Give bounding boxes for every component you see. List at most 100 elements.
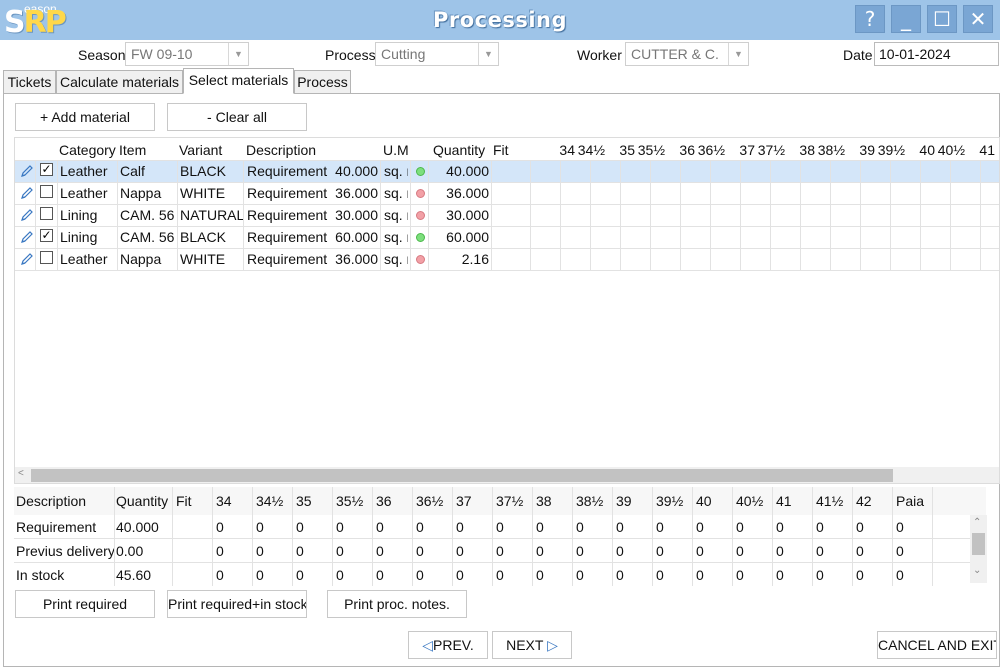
- scrollbar-thumb[interactable]: [972, 533, 985, 555]
- table-row[interactable]: ✓ Lining CAM. 56 BLACK Requirement 60.000 sq. …: [15, 226, 999, 248]
- close-button[interactable]: ✕: [963, 5, 993, 33]
- summary-col-header[interactable]: Fit: [176, 493, 192, 509]
- summary-col-header[interactable]: 36½: [416, 493, 444, 509]
- summary-col-header[interactable]: Quantity: [116, 493, 169, 509]
- table-row[interactable]: Leather Nappa WHITE Requirement 36.000 sq. m 2…: [15, 248, 999, 270]
- grid-line: [452, 487, 453, 586]
- help-button[interactable]: ?: [855, 5, 885, 33]
- tab-calculate-materials[interactable]: Calculate materials: [56, 70, 183, 94]
- col-header-size[interactable]: 36: [679, 142, 695, 158]
- col-header-size[interactable]: 38: [799, 142, 815, 158]
- print-required-button[interactable]: Print required: [15, 590, 155, 618]
- table-row[interactable]: Leather Nappa WHITE Requirement 36.000 sq. m 3…: [15, 182, 999, 204]
- summary-cell: 0: [376, 543, 384, 559]
- col-header-item[interactable]: Item: [119, 142, 147, 158]
- summary-col-header[interactable]: 40: [696, 493, 712, 509]
- cancel-exit-button[interactable]: CANCEL AND EXIT: [877, 631, 997, 659]
- date-label: Date: [843, 47, 873, 63]
- cell-quantity[interactable]: 36.000: [446, 185, 489, 201]
- col-header-size[interactable]: 35½: [637, 142, 665, 158]
- grid-line: [172, 487, 173, 586]
- col-header-size[interactable]: 41: [979, 142, 995, 158]
- row-checkbox[interactable]: ✓: [40, 228, 53, 242]
- col-header-size[interactable]: 38½: [817, 142, 845, 158]
- cell-quantity[interactable]: 2.16: [461, 251, 489, 267]
- summary-col-header[interactable]: 38½: [576, 493, 604, 509]
- grid-line: [15, 248, 999, 249]
- table-row[interactable]: ✓ Leather Calf BLACK Requirement 40.000 sq. m 4…: [15, 160, 999, 182]
- print-notes-button[interactable]: Print proc. notes.: [327, 590, 467, 618]
- col-header-category[interactable]: Category: [59, 142, 116, 158]
- cell-quantity[interactable]: 40.000: [446, 163, 489, 179]
- chevron-left-icon[interactable]: <: [18, 468, 24, 479]
- vertical-scrollbar[interactable]: ⌃ ⌄: [970, 515, 987, 583]
- horizontal-scrollbar[interactable]: <: [15, 467, 999, 483]
- col-header-um[interactable]: U.M: [383, 142, 409, 158]
- summary-col-header[interactable]: 36: [376, 493, 392, 509]
- summary-cell: [176, 516, 212, 538]
- summary-col-header[interactable]: 37½: [496, 493, 524, 509]
- tab-process[interactable]: Process: [294, 70, 351, 94]
- col-header-quantity[interactable]: Quantity: [433, 142, 486, 158]
- summary-cell: 0: [256, 543, 264, 559]
- summary-col-header[interactable]: 41: [776, 493, 792, 509]
- row-checkbox[interactable]: [40, 185, 53, 198]
- col-header-size[interactable]: 34½: [577, 142, 605, 158]
- tab-select-materials[interactable]: Select materials: [183, 68, 294, 94]
- summary-col-header[interactable]: 35½: [336, 493, 364, 509]
- date-field[interactable]: 10-01-2024: [874, 42, 999, 66]
- pencil-icon[interactable]: [19, 185, 35, 201]
- summary-col-header[interactable]: 37: [456, 493, 472, 509]
- row-checkbox[interactable]: ✓: [40, 162, 53, 176]
- pencil-icon[interactable]: [19, 163, 35, 179]
- add-material-button[interactable]: + Add material: [15, 103, 155, 131]
- next-button[interactable]: NEXT ▷: [492, 631, 572, 659]
- summary-col-header[interactable]: 39½: [656, 493, 684, 509]
- worker-select[interactable]: CUTTER & C. ▼: [625, 42, 749, 66]
- summary-col-header[interactable]: 42: [856, 493, 872, 509]
- summary-col-header[interactable]: 34: [216, 493, 232, 509]
- prev-button[interactable]: ◁PREV.: [408, 631, 488, 659]
- tab-tickets[interactable]: Tickets: [3, 70, 56, 94]
- pencil-icon[interactable]: [19, 229, 35, 245]
- minimize-button[interactable]: _: [891, 5, 921, 33]
- col-header-size[interactable]: 34: [559, 142, 575, 158]
- chevron-up-icon[interactable]: ⌃: [973, 517, 982, 528]
- col-header-size[interactable]: 37: [739, 142, 755, 158]
- table-row[interactable]: Lining CAM. 56 NATURAL Requirement 30.000 sq.…: [15, 204, 999, 226]
- col-header-size[interactable]: 39½: [877, 142, 905, 158]
- cell-quantity[interactable]: 30.000: [446, 207, 489, 223]
- summary-col-header[interactable]: 34½: [256, 493, 284, 509]
- col-header-size[interactable]: 39: [859, 142, 875, 158]
- col-header-description[interactable]: Description: [246, 142, 317, 158]
- col-header-size[interactable]: 35: [619, 142, 635, 158]
- process-select[interactable]: Cutting ▼: [375, 42, 499, 66]
- pencil-icon[interactable]: [19, 207, 35, 223]
- print-required-stock-button[interactable]: Print required+in stock: [167, 590, 307, 618]
- col-header-size[interactable]: 40½: [937, 142, 965, 158]
- scrollbar-thumb[interactable]: [31, 469, 893, 482]
- summary-cell: 0: [896, 543, 904, 559]
- col-header-size[interactable]: 37½: [757, 142, 785, 158]
- row-checkbox[interactable]: [40, 251, 53, 264]
- col-header-variant[interactable]: Variant: [179, 142, 223, 158]
- col-header-size[interactable]: 40: [919, 142, 935, 158]
- summary-col-header[interactable]: 39: [616, 493, 632, 509]
- clear-all-button[interactable]: - Clear all: [167, 103, 307, 131]
- status-dot-icon: [416, 167, 425, 176]
- col-header-size[interactable]: 36½: [697, 142, 725, 158]
- summary-col-header[interactable]: 35: [296, 493, 312, 509]
- col-header-fit[interactable]: Fit: [493, 142, 509, 158]
- summary-col-header[interactable]: Description: [16, 493, 87, 509]
- cell-quantity[interactable]: 60.000: [446, 229, 489, 245]
- summary-col-header[interactable]: 40½: [736, 493, 764, 509]
- summary-col-header[interactable]: Paia: [896, 493, 925, 509]
- chevron-down-icon[interactable]: ⌄: [973, 565, 982, 576]
- summary-cell: 0: [496, 519, 504, 535]
- season-select[interactable]: FW 09-10 ▼: [125, 42, 249, 66]
- pencil-icon[interactable]: [19, 251, 35, 267]
- summary-col-header[interactable]: 41½: [816, 493, 844, 509]
- row-checkbox[interactable]: [40, 207, 53, 220]
- maximize-button[interactable]: ☐: [927, 5, 957, 33]
- summary-col-header[interactable]: 38: [536, 493, 552, 509]
